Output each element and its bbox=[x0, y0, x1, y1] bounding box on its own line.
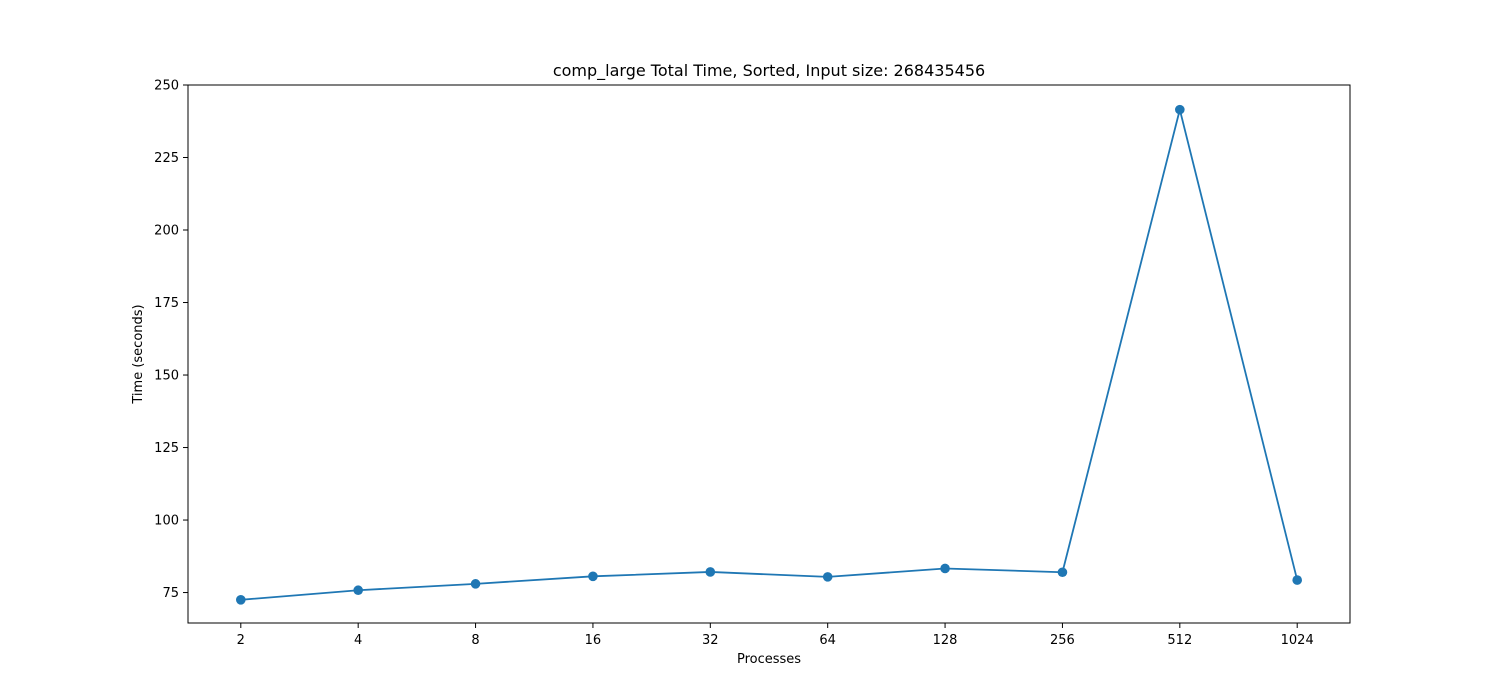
data-point-512 bbox=[1175, 104, 1185, 115]
data-point-16 bbox=[588, 571, 598, 582]
y-axis: 75 100 125 150 175 200 225 250 bbox=[154, 79, 188, 601]
y-tick-label: 200 bbox=[154, 224, 179, 239]
x-axis: 2 4 8 16 32 64 128 256 512 1024 bbox=[237, 623, 1314, 648]
chart-title: comp_large Total Time, Sorted, Input siz… bbox=[553, 61, 985, 81]
x-tick-label: 16 bbox=[585, 633, 602, 648]
series-line bbox=[240, 108, 1299, 601]
x-tick-label: 64 bbox=[819, 633, 836, 648]
x-tick-label: 4 bbox=[354, 633, 362, 648]
y-axis-label: Time (seconds) bbox=[131, 304, 146, 404]
x-tick-label: 8 bbox=[471, 633, 479, 648]
y-tick-label: 75 bbox=[162, 586, 179, 601]
data-point-32 bbox=[705, 567, 716, 577]
y-tick-label: 100 bbox=[154, 514, 179, 529]
data-point-2 bbox=[236, 594, 246, 605]
data-point-1024 bbox=[1292, 575, 1302, 585]
data-point-8 bbox=[470, 579, 481, 589]
y-tick-label: 150 bbox=[154, 369, 179, 384]
x-tick-label: 128 bbox=[933, 633, 958, 648]
data-point-256 bbox=[1057, 567, 1068, 578]
x-tick-label: 256 bbox=[1050, 633, 1075, 648]
x-axis-label: Processes bbox=[737, 652, 801, 667]
data-point-4 bbox=[353, 585, 363, 596]
x-tick-label: 512 bbox=[1167, 633, 1192, 648]
x-tick-label: 1024 bbox=[1281, 633, 1314, 648]
y-tick-label: 125 bbox=[154, 441, 179, 456]
plot-area bbox=[236, 104, 1302, 605]
x-tick-label: 32 bbox=[702, 633, 719, 648]
y-tick-label: 175 bbox=[154, 296, 179, 311]
x-tick-label: 2 bbox=[237, 633, 245, 648]
data-point-64 bbox=[822, 572, 833, 582]
y-tick-label: 250 bbox=[154, 79, 179, 94]
axes-frame bbox=[187, 84, 1351, 624]
y-tick-label: 225 bbox=[154, 151, 179, 166]
data-point-128 bbox=[940, 563, 950, 574]
